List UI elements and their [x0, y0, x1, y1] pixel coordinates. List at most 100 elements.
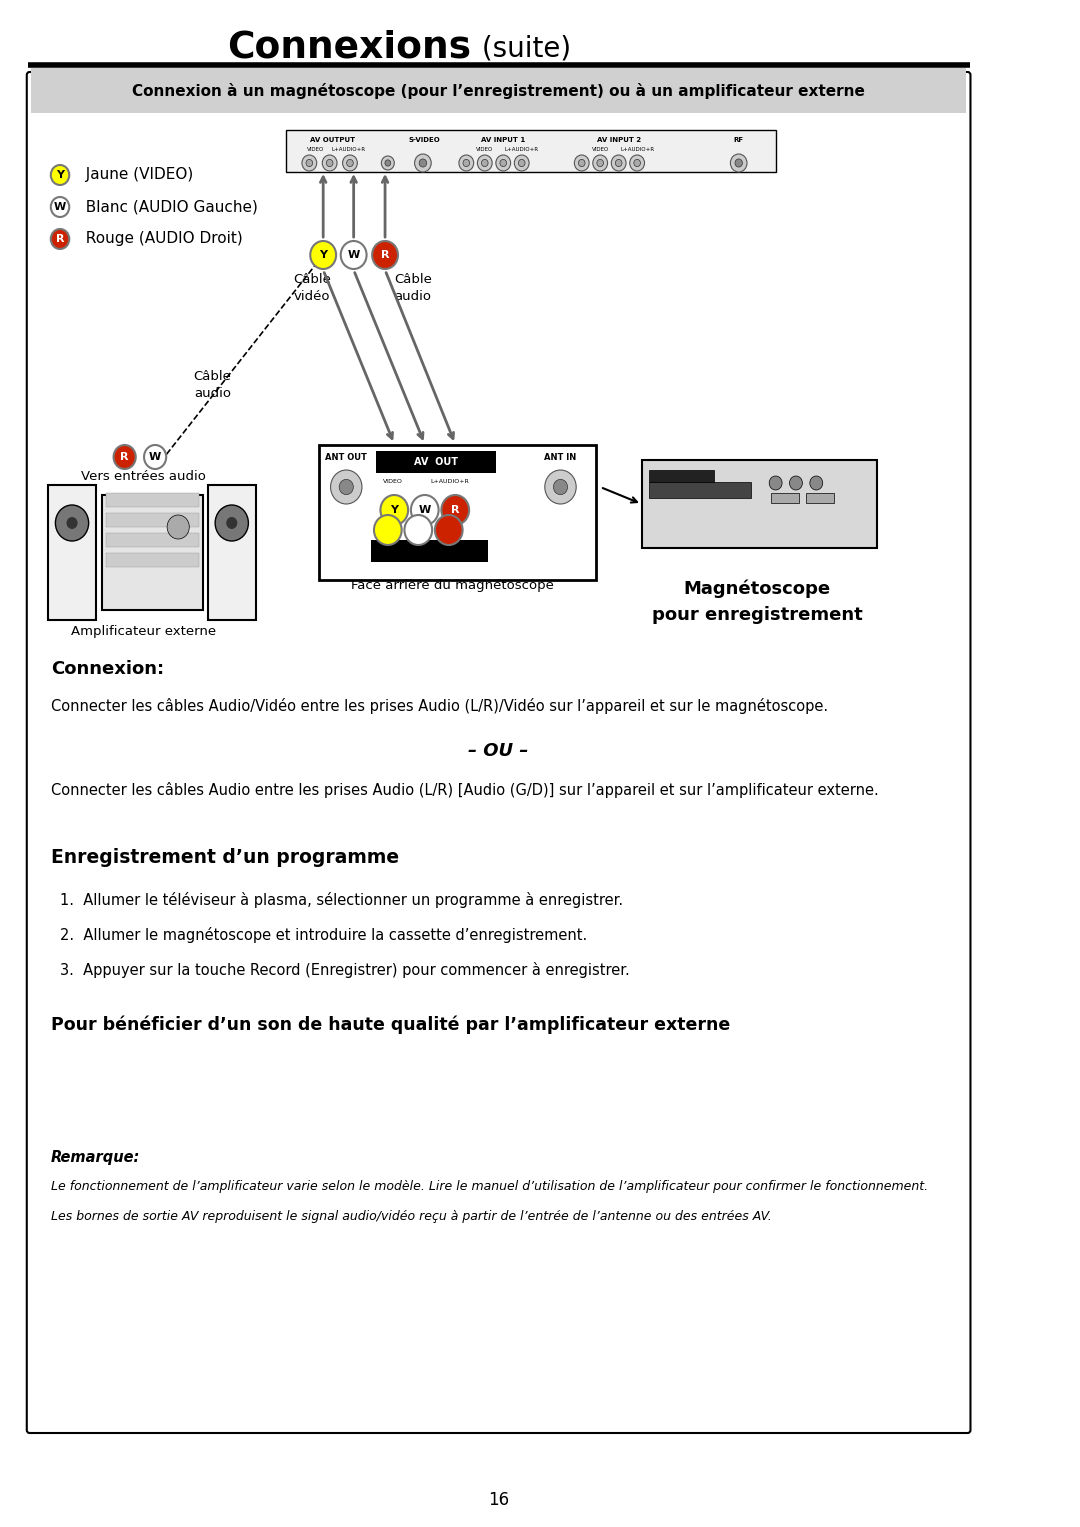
- Circle shape: [415, 154, 431, 173]
- Circle shape: [616, 159, 622, 166]
- Circle shape: [463, 159, 470, 166]
- Circle shape: [769, 476, 782, 490]
- Text: S-VIDEO: S-VIDEO: [409, 137, 441, 144]
- Text: 2.  Allumer le magnétoscope et introduire la cassette d’enregistrement.: 2. Allumer le magnétoscope et introduire…: [60, 927, 588, 944]
- Bar: [106, 513, 199, 527]
- Circle shape: [381, 156, 394, 169]
- Text: Câble
vidéo: Câble vidéo: [293, 273, 332, 302]
- Bar: [649, 483, 751, 498]
- Text: R: R: [56, 234, 65, 244]
- Text: AV INPUT 2: AV INPUT 2: [596, 137, 640, 144]
- Circle shape: [634, 159, 640, 166]
- Text: L+AUDIO+R: L+AUDIO+R: [504, 147, 539, 153]
- Text: VIDEO: VIDEO: [476, 147, 494, 153]
- Text: Connexion à un magnétoscope (pour l’enregistrement) ou à un amplificateur extern: Connexion à un magnétoscope (pour l’enre…: [132, 82, 865, 99]
- Bar: [207, 486, 256, 620]
- Text: ANT IN: ANT IN: [544, 454, 577, 463]
- Circle shape: [496, 156, 511, 171]
- Circle shape: [167, 515, 189, 539]
- Circle shape: [330, 470, 362, 504]
- Text: VIDEO: VIDEO: [382, 479, 403, 484]
- Text: 3.  Appuyer sur la touche Record (Enregistrer) pour commencer à enregistrer.: 3. Appuyer sur la touche Record (Enregis…: [60, 962, 630, 977]
- Text: R: R: [120, 452, 129, 463]
- Bar: [106, 553, 199, 567]
- Circle shape: [347, 159, 353, 166]
- Circle shape: [374, 515, 402, 545]
- Text: W: W: [54, 202, 66, 212]
- Circle shape: [215, 505, 248, 541]
- Circle shape: [597, 159, 604, 166]
- Text: Connexion:: Connexion:: [51, 660, 164, 678]
- Text: Y: Y: [56, 169, 64, 180]
- Circle shape: [302, 156, 316, 171]
- Circle shape: [514, 156, 529, 171]
- Text: Connecter les câbles Audio entre les prises Audio (L/R) [Audio (G/D)] sur l’appa: Connecter les câbles Audio entre les pri…: [51, 782, 878, 799]
- Text: (suite): (suite): [473, 34, 571, 63]
- Circle shape: [553, 479, 568, 495]
- Text: R: R: [451, 505, 459, 515]
- Circle shape: [310, 241, 336, 269]
- Circle shape: [113, 444, 136, 469]
- Circle shape: [735, 159, 742, 166]
- Text: Face arrière du magnétoscope: Face arrière du magnétoscope: [351, 579, 554, 592]
- Bar: [649, 470, 714, 483]
- Circle shape: [404, 515, 432, 545]
- Text: Enregistrement d’un programme: Enregistrement d’un programme: [51, 847, 399, 867]
- Text: Y: Y: [390, 505, 399, 515]
- Bar: [806, 493, 834, 502]
- Circle shape: [630, 156, 645, 171]
- Circle shape: [55, 505, 89, 541]
- Bar: [376, 450, 496, 473]
- Circle shape: [544, 470, 577, 504]
- Text: Blanc (AUDIO Gauche): Blanc (AUDIO Gauche): [76, 200, 258, 214]
- Text: Y: Y: [320, 250, 327, 260]
- Text: – OU –: – OU –: [469, 742, 529, 760]
- Circle shape: [51, 229, 69, 249]
- Circle shape: [435, 515, 462, 545]
- Text: Connexions: Connexions: [227, 31, 471, 66]
- Text: VIDEO: VIDEO: [307, 147, 324, 153]
- Bar: [48, 486, 96, 620]
- Circle shape: [380, 495, 408, 525]
- Circle shape: [342, 156, 357, 171]
- Text: W: W: [149, 452, 161, 463]
- Text: R: R: [381, 250, 389, 260]
- Circle shape: [442, 495, 469, 525]
- Text: Les bornes de sortie AV reproduisent le signal audio/vidéo reçu à partir de l’en: Les bornes de sortie AV reproduisent le …: [51, 1209, 771, 1223]
- Circle shape: [482, 159, 488, 166]
- Bar: [319, 444, 595, 580]
- Circle shape: [373, 241, 397, 269]
- Text: Jaune (VIDEO): Jaune (VIDEO): [76, 168, 193, 183]
- Text: Rouge (AUDIO Droit): Rouge (AUDIO Droit): [76, 232, 243, 246]
- Bar: [106, 493, 199, 507]
- Circle shape: [339, 479, 353, 495]
- Text: RF: RF: [733, 137, 744, 144]
- Text: Pour bénéficier d’un son de haute qualité par l’amplificateur externe: Pour bénéficier d’un son de haute qualit…: [51, 1015, 730, 1034]
- Text: Magnétoscope
pour enregistrement: Magnétoscope pour enregistrement: [652, 580, 863, 623]
- Text: L+AUDIO+R: L+AUDIO+R: [620, 147, 654, 153]
- Text: AV INPUT 1: AV INPUT 1: [481, 137, 525, 144]
- Text: Câble
audio: Câble audio: [394, 273, 432, 302]
- Circle shape: [518, 159, 525, 166]
- Circle shape: [384, 160, 391, 166]
- Text: AV  IN: AV IN: [413, 568, 446, 579]
- Text: W: W: [419, 505, 431, 515]
- Circle shape: [326, 159, 333, 166]
- Circle shape: [730, 154, 747, 173]
- Text: 1.  Allumer le téléviseur à plasma, sélectionner un programme à enregistrer.: 1. Allumer le téléviseur à plasma, sélec…: [60, 892, 623, 909]
- Bar: [31, 69, 966, 113]
- Circle shape: [810, 476, 823, 490]
- Circle shape: [789, 476, 802, 490]
- Circle shape: [579, 159, 585, 166]
- FancyBboxPatch shape: [27, 72, 971, 1432]
- Bar: [102, 495, 203, 609]
- Text: Amplificateur externe: Amplificateur externe: [70, 625, 216, 638]
- Text: Remarque:: Remarque:: [51, 1150, 140, 1165]
- Bar: [106, 533, 199, 547]
- Text: L+AUDIO+R: L+AUDIO+R: [430, 479, 469, 484]
- Circle shape: [51, 165, 69, 185]
- Circle shape: [322, 156, 337, 171]
- Circle shape: [410, 495, 438, 525]
- Circle shape: [500, 159, 507, 166]
- Text: L+AUDIO+R: L+AUDIO+R: [332, 147, 366, 153]
